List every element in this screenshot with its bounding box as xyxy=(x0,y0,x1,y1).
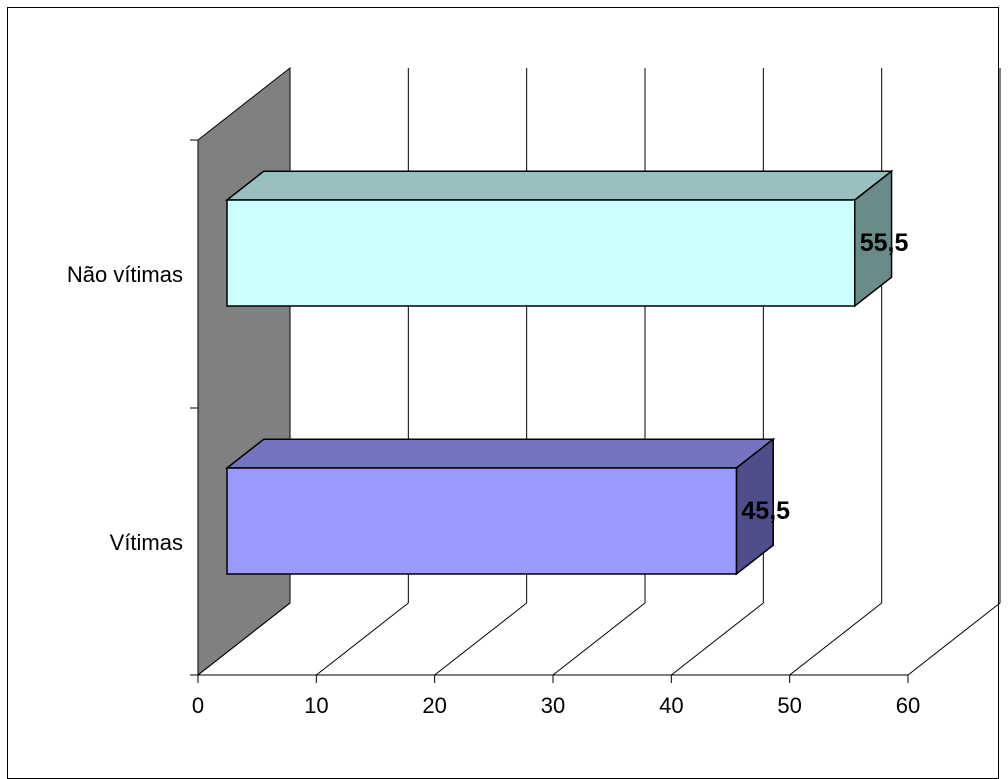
x-tick-label: 50 xyxy=(777,693,801,718)
category-label: Vítimas xyxy=(110,530,183,555)
gridline-floor xyxy=(197,602,291,676)
gridline-floor xyxy=(907,602,1001,676)
x-tick-label: 0 xyxy=(192,693,204,718)
gridline-floor xyxy=(671,602,764,676)
bar-top-face xyxy=(224,170,894,201)
gridline-floor xyxy=(434,602,527,676)
x-tick-label: 40 xyxy=(659,693,683,718)
bar-top-face xyxy=(224,438,776,469)
gridline-floor xyxy=(316,602,409,676)
category-label: Não vítimas xyxy=(67,262,183,287)
x-tick-label: 20 xyxy=(422,693,446,718)
gridline-floor xyxy=(552,602,646,676)
chart-frame xyxy=(7,7,999,779)
bar xyxy=(226,199,856,307)
bar xyxy=(226,467,738,575)
gridline-floor xyxy=(789,602,882,676)
data-label: 55,5 xyxy=(860,229,909,257)
data-label: 45,5 xyxy=(741,497,790,525)
x-tick-label: 10 xyxy=(304,693,328,718)
x-tick-label: 30 xyxy=(541,693,565,718)
side-wall xyxy=(197,66,291,677)
x-tick-label: 60 xyxy=(896,693,920,718)
